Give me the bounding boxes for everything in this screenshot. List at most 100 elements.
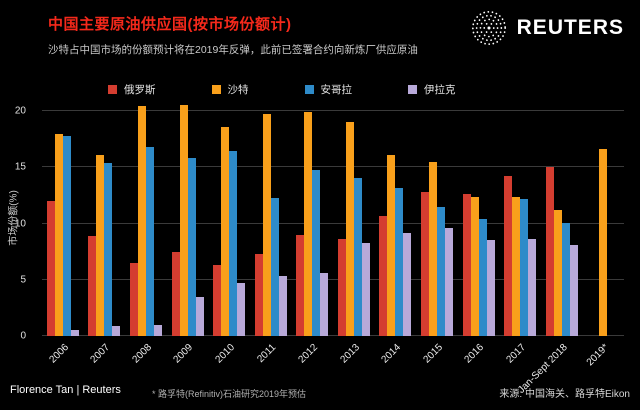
bar[interactable]	[545, 167, 554, 336]
bar[interactable]	[379, 215, 388, 336]
y-tick-label: 15	[14, 161, 26, 173]
footnote: * 路孚特(Refinitiv)石油研究2019年预估	[152, 389, 307, 399]
legend-label: 伊拉克	[424, 84, 456, 96]
bar[interactable]	[528, 239, 537, 336]
brand-wordmark: REUTERS	[516, 16, 624, 39]
bar-group	[167, 100, 209, 336]
legend-label: 安哥拉	[320, 84, 353, 96]
bar-group	[84, 100, 126, 336]
bar[interactable]	[254, 253, 263, 336]
x-tick-label: 2015	[421, 342, 445, 366]
x-tick-cell: Jan-Sept 2018	[516, 338, 583, 396]
bar[interactable]	[361, 242, 370, 336]
bar-group	[250, 100, 292, 336]
bar[interactable]	[54, 133, 63, 336]
x-tick-cell: 2009	[167, 338, 209, 396]
bar[interactable]	[153, 324, 162, 336]
bar[interactable]	[395, 187, 404, 336]
x-tick-label: 2011	[255, 342, 279, 365]
bar-group	[291, 100, 333, 336]
bar[interactable]	[62, 135, 71, 336]
y-tick-label: 5	[20, 274, 26, 286]
x-tick-label: 2019*	[584, 342, 612, 369]
x-tick-label: 2013	[338, 342, 362, 366]
x-tick-cell: 2014	[375, 338, 417, 396]
author-credit: Florence Tan | Reuters	[10, 384, 121, 396]
bar[interactable]	[312, 169, 321, 336]
x-tick-label: 2016	[462, 342, 487, 366]
bar[interactable]	[137, 105, 146, 336]
bar-group	[541, 100, 583, 336]
bar[interactable]	[96, 155, 105, 336]
bar[interactable]	[520, 198, 529, 336]
bar[interactable]	[237, 283, 246, 336]
bar[interactable]	[278, 276, 287, 336]
gridline	[42, 335, 624, 336]
bar[interactable]	[179, 104, 188, 336]
reuters-dotted-globe-icon	[471, 10, 506, 46]
bar[interactable]	[221, 126, 230, 336]
y-tick-label: 0	[20, 330, 26, 342]
bar[interactable]	[129, 262, 138, 336]
x-tick-cell: 2015	[416, 338, 458, 396]
bar-group	[208, 100, 250, 336]
bar[interactable]	[187, 158, 196, 336]
bar[interactable]	[88, 235, 97, 336]
bar[interactable]	[270, 197, 279, 336]
plot-area	[42, 100, 624, 336]
x-tick-label: 2009	[171, 342, 196, 366]
bar[interactable]	[213, 265, 222, 336]
bar[interactable]	[145, 147, 154, 336]
bar-group	[416, 100, 458, 336]
bar[interactable]	[112, 325, 121, 336]
legend-item[interactable]: 安哥拉	[304, 82, 353, 97]
legend-label: 沙特	[227, 84, 249, 96]
bar[interactable]	[70, 330, 79, 336]
bar-group	[375, 100, 417, 336]
bar[interactable]	[337, 239, 346, 336]
x-tick-label: 2012	[296, 342, 321, 366]
bar[interactable]	[229, 150, 238, 336]
legend-item[interactable]: 沙特	[211, 82, 249, 97]
bar[interactable]	[561, 222, 570, 336]
source-attribution: 来源: 中国海关、路孚特Eikon	[499, 389, 630, 400]
bar[interactable]	[504, 176, 513, 336]
x-tick-cell: 2013	[333, 338, 375, 396]
x-tick-cell: 2012	[291, 338, 333, 396]
x-tick-cell: 2019*	[583, 338, 625, 396]
x-tick-cell: 2007	[84, 338, 126, 396]
page-title: 中国主要原油供应国(按市场份额计)	[48, 16, 292, 33]
bar[interactable]	[436, 206, 445, 336]
bar[interactable]	[46, 201, 55, 336]
bar[interactable]	[304, 112, 313, 336]
bar[interactable]	[104, 162, 113, 336]
bar[interactable]	[195, 296, 204, 336]
bar[interactable]	[599, 149, 608, 336]
bar[interactable]	[420, 192, 429, 336]
bar[interactable]	[345, 122, 354, 336]
gridline	[42, 222, 624, 224]
bar[interactable]	[470, 196, 479, 336]
legend-swatch	[108, 85, 117, 94]
bar[interactable]	[569, 244, 578, 336]
legend-item[interactable]: 俄罗斯	[108, 82, 156, 97]
bar[interactable]	[296, 234, 305, 336]
bar[interactable]	[353, 177, 362, 336]
bar[interactable]	[262, 113, 271, 336]
x-tick-label: 2014	[379, 342, 404, 366]
bar[interactable]	[444, 228, 453, 336]
bar[interactable]	[403, 232, 412, 336]
bar[interactable]	[171, 251, 180, 336]
bar[interactable]	[512, 196, 521, 336]
bar[interactable]	[428, 161, 437, 336]
bar[interactable]	[462, 194, 471, 336]
x-tick-cell: 2010	[208, 338, 250, 396]
bar[interactable]	[387, 155, 396, 336]
bar[interactable]	[320, 273, 329, 336]
legend: 俄罗斯 沙特 安哥拉 伊拉克	[108, 82, 456, 97]
bar[interactable]	[553, 210, 562, 336]
bar[interactable]	[486, 240, 495, 336]
legend-item[interactable]: 伊拉克	[408, 82, 456, 97]
x-tick-label: 2007	[88, 342, 113, 366]
bar[interactable]	[478, 219, 487, 336]
